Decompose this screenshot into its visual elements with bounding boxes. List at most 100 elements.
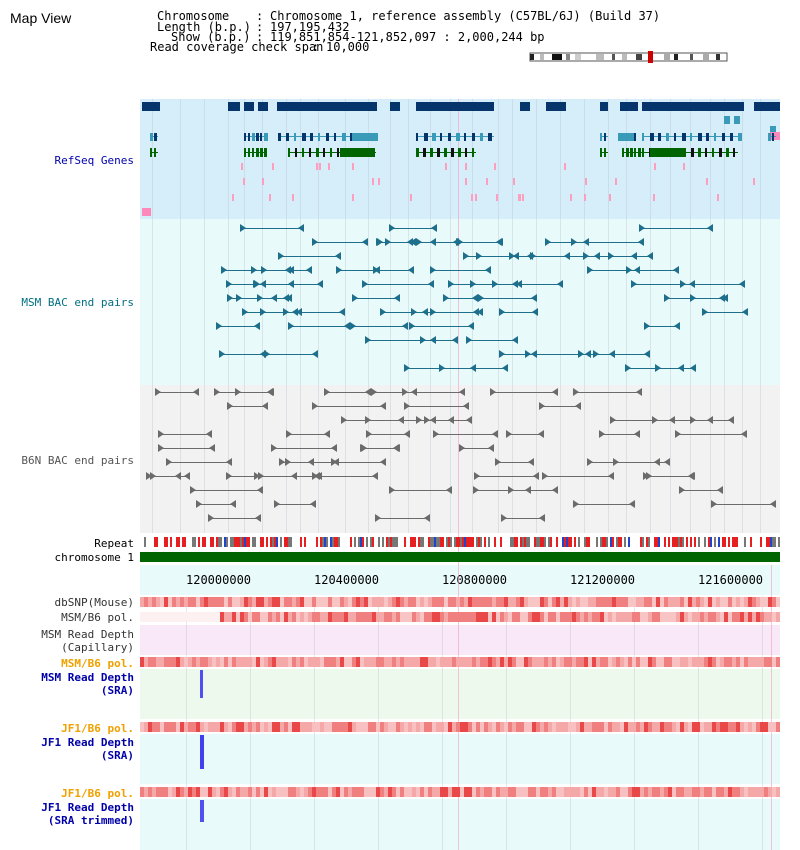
jf1-pol-segment (548, 722, 552, 732)
jf1-pol-segment (516, 722, 520, 732)
dbsnp-strip-segment (176, 597, 180, 607)
repeat-segment (478, 537, 480, 547)
msm-pol-strip-segment (300, 612, 304, 622)
jf1-pol-segment (664, 722, 668, 732)
repeat-segment (532, 537, 534, 547)
b6n-bac-pair-end (538, 430, 544, 438)
refseq-small-feature (683, 163, 685, 170)
repeat-segment (570, 537, 572, 547)
msm-bac-label[interactable]: MSM BAC end pairs (21, 296, 134, 309)
b6n-bac-pair-end (310, 500, 316, 508)
msm-sra-pol-segment (320, 657, 324, 667)
jf1-pol2-segment (280, 787, 284, 797)
jf1-pol2-segment (660, 787, 664, 797)
msm-sra-pol-segment (308, 657, 312, 667)
refseq-small-feature (241, 163, 243, 170)
repeat-segment (306, 537, 308, 547)
repeat-segment (500, 537, 502, 547)
msm-bac-pair-link (608, 256, 653, 257)
repeat-segment (168, 537, 170, 547)
refseq-exon (768, 133, 771, 141)
jf1-pol2-segment (444, 787, 448, 797)
msm-bac-pair-end (362, 280, 368, 288)
refseq-small-feature (352, 194, 354, 201)
msm-pol-strip-segment (472, 612, 476, 622)
jf1-pol-segment (444, 722, 448, 732)
jf1-pol2-segment (712, 787, 716, 797)
repeat-segment (144, 537, 146, 547)
repeat-segment (600, 537, 602, 547)
jf1-pol2-segment (572, 787, 576, 797)
repeat-segment (334, 537, 336, 547)
jf1-pol2-segment (524, 787, 528, 797)
dbsnp-strip-segment (392, 597, 396, 607)
b6n-bac-label[interactable]: B6N BAC end pairs (21, 454, 134, 467)
dbsnp-strip-segment (324, 597, 328, 607)
b6n-bac-pair-link (371, 392, 417, 393)
msm-pol-strip-segment (324, 612, 328, 622)
jf1-pol-segment (712, 722, 716, 732)
msm-sra-pol-segment (268, 657, 272, 667)
msm-bac-pair-link (278, 256, 341, 257)
jf1-pol2-segment (376, 787, 380, 797)
msm-pol-strip-segment (460, 612, 464, 622)
jf1-pol2-segment (476, 787, 480, 797)
msm-bac-pair-link (499, 354, 537, 355)
jf1-pol2-segment (288, 787, 292, 797)
repeat-segment (636, 537, 638, 547)
b6n-bac-pair-end (488, 444, 494, 452)
dbsnp-strip-segment (752, 597, 756, 607)
repeat-segment (604, 537, 606, 547)
refseq-exon (738, 133, 742, 141)
jf1-pol-segment (308, 722, 312, 732)
msm-pol-strip-segment (732, 612, 736, 622)
repeat-segment (506, 537, 508, 547)
jf1-pol-segment (144, 722, 148, 732)
repeat-segment (632, 537, 634, 547)
dbsnp-strip-segment (508, 597, 512, 607)
jf1-pol-segment (300, 722, 304, 732)
jf1-pol-segment (272, 722, 276, 732)
msm-sra-pol-segment (444, 657, 448, 667)
repeat-segment (426, 537, 428, 547)
dbsnp-strip-segment (776, 597, 780, 607)
dbsnp-strip-segment (212, 597, 216, 607)
b6n-bac-pair-end (495, 458, 501, 466)
msm-sra-pol-segment (612, 657, 616, 667)
refseq-exon (472, 148, 474, 157)
msm-pol-strip-segment (740, 612, 744, 622)
refseq-small-feature (142, 208, 151, 216)
msm-bac-pair-end (439, 364, 445, 372)
repeat-segment (444, 537, 446, 547)
msm-bac-pair-end (477, 308, 483, 316)
jf1-pol-segment (464, 722, 468, 732)
repeat-segment (422, 537, 424, 547)
jf1-pol2-segment (328, 787, 332, 797)
b6n-bac-pair-end (689, 472, 695, 480)
repeat-segment (724, 537, 726, 547)
repeat-segment (594, 537, 596, 547)
msm-bac-pair-end (254, 322, 260, 330)
msm-sra-pol-segment (520, 657, 524, 667)
dbsnp-strip-segment (744, 597, 748, 607)
msm-pol-strip-segment (448, 612, 452, 622)
repeat-segment (494, 537, 496, 547)
b6n-bac-pair-link (495, 462, 534, 463)
msm-sra-pol-segment (172, 657, 176, 667)
b6n-bac-pair-end (542, 472, 548, 480)
refseq-genes-label[interactable]: RefSeq Genes (54, 154, 134, 167)
repeat-segment (728, 537, 730, 547)
repeat-segment (270, 537, 272, 547)
msm-pol-strip-segment (736, 612, 740, 622)
msm-pol-strip-segment (392, 612, 396, 622)
msm-bac-pair-end (492, 280, 498, 288)
msm-pol-strip-segment (668, 612, 672, 622)
msm-pol-strip-segment (608, 612, 612, 622)
msm-pol-strip-segment (752, 612, 756, 622)
repeat-segment (654, 537, 656, 547)
repeat-segment (472, 537, 474, 547)
jf1-pol-segment (612, 722, 616, 732)
repeat-segment (754, 537, 756, 547)
repeat-segment (730, 537, 732, 547)
